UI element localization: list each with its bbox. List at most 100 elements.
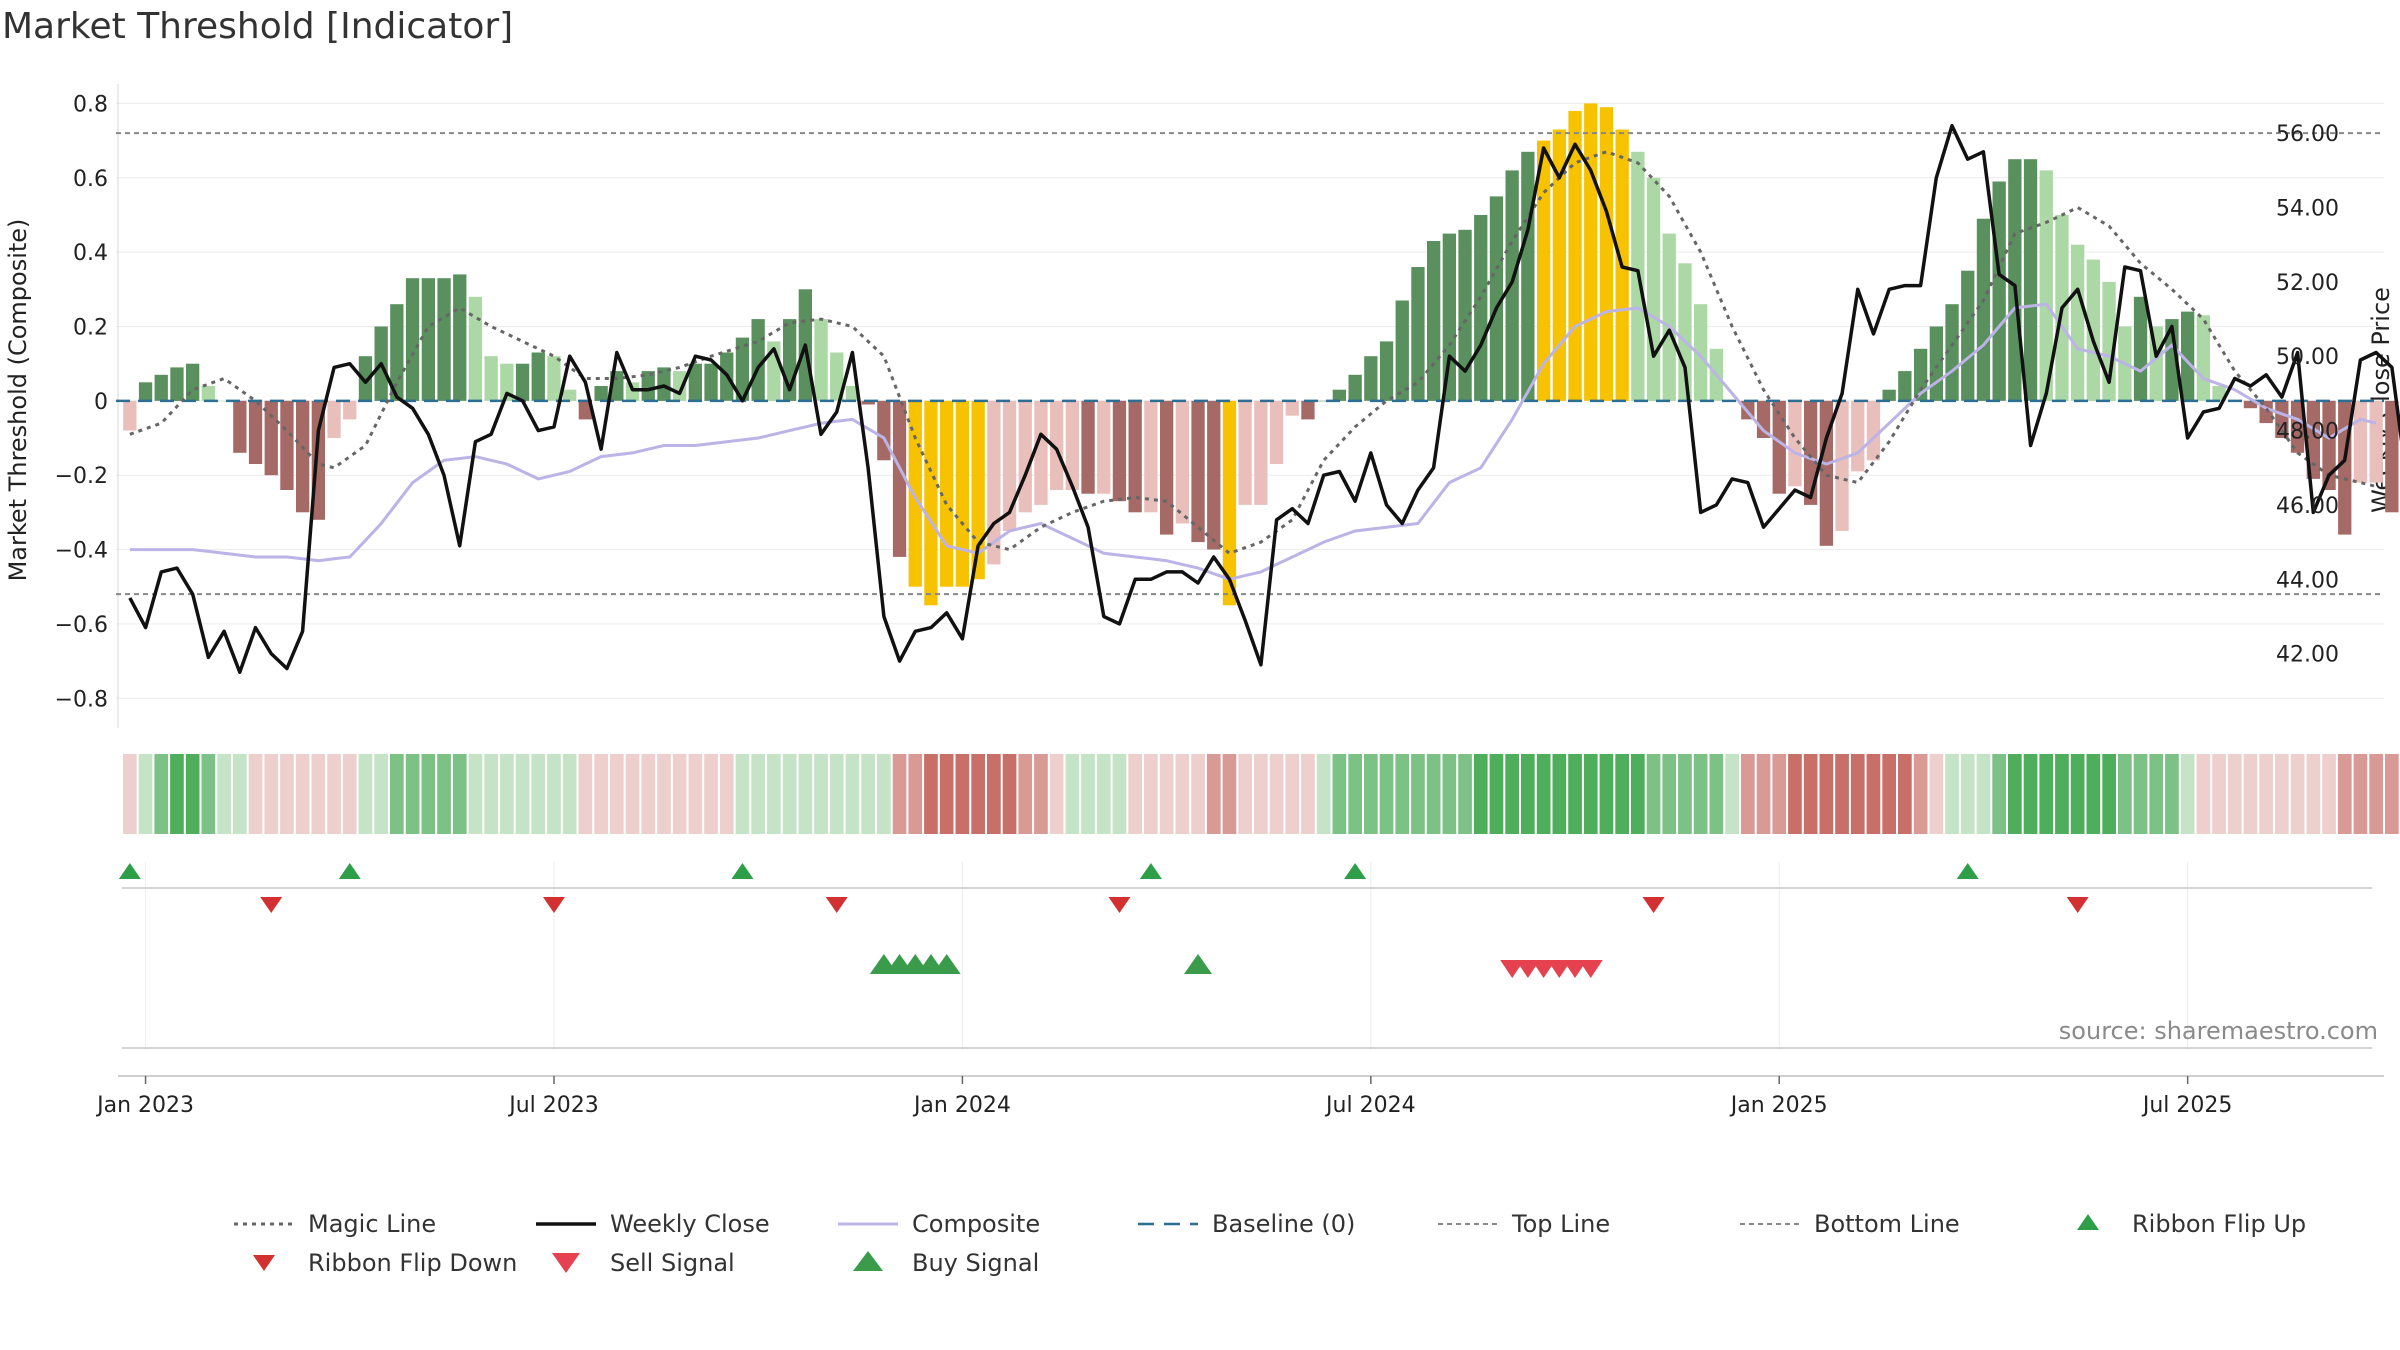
composite-bar: [421, 278, 435, 401]
y-tick-label-left: 0: [94, 390, 108, 415]
sell-signal-marker: [1531, 960, 1556, 978]
ribbon-cell: [829, 754, 844, 834]
ribbon-panel: [123, 754, 2399, 834]
ribbon-cell: [1583, 754, 1598, 834]
ribbon-cell: [154, 754, 169, 834]
y-axis-label-left: Market Threshold (Composite): [4, 219, 32, 582]
ribbon-cell: [1536, 754, 1551, 834]
composite-bar: [1301, 400, 1315, 420]
ribbon-cell: [1693, 754, 1708, 834]
composite-bar: [1976, 218, 1991, 401]
ribbon-cell: [311, 754, 326, 834]
composite-bar: [1835, 400, 1849, 531]
composite-bar: [1238, 400, 1252, 505]
ribbon-cell: [641, 754, 656, 834]
y-tick-label-right: 52.00: [2276, 271, 2339, 296]
legend-swatch: [2077, 1214, 2099, 1230]
ribbon-cell: [342, 754, 357, 834]
sell-signal-marker: [1515, 960, 1540, 978]
ribbon-cell: [2086, 754, 2101, 834]
ribbon-cell: [1285, 754, 1300, 834]
ribbon-cell: [295, 754, 310, 834]
ribbon-cell: [1442, 754, 1457, 834]
ribbon-cell: [1992, 754, 2006, 834]
composite-bar: [1489, 196, 1504, 401]
ribbon-cell: [2385, 754, 2399, 834]
ribbon-cell: [1191, 754, 1205, 834]
ribbon-cell: [1269, 754, 1284, 834]
composite-bar: [1772, 400, 1786, 494]
composite-bar: [1348, 374, 1362, 401]
composite-bar: [1505, 170, 1519, 401]
composite-bar: [1521, 151, 1535, 401]
x-tick-label: Jan 2023: [95, 1093, 194, 1118]
composite-bar: [1034, 400, 1048, 505]
composite-bar: [201, 386, 215, 401]
ribbon-cell: [2227, 754, 2242, 834]
ribbon-cell: [2243, 754, 2258, 834]
composite-bar: [405, 278, 420, 401]
ribbon-cell: [358, 754, 373, 834]
y-tick-label-right: 46.00: [2276, 494, 2339, 519]
y-tick-label-left: −0.2: [55, 464, 108, 489]
composite-bar: [1002, 400, 1017, 531]
composite-bar: [1474, 215, 1488, 401]
y-tick-label-right: 56.00: [2276, 122, 2339, 147]
ribbon-cell: [845, 754, 860, 834]
ribbon-flip-down-marker: [260, 897, 283, 913]
ribbon-cell: [1426, 754, 1441, 834]
legend-label: Ribbon Flip Down: [308, 1249, 517, 1277]
ribbon-cell: [688, 754, 703, 834]
source-label: source: sharemaestro.com: [2059, 1017, 2378, 1045]
y-tick-label-right: 48.00: [2276, 420, 2339, 445]
legend-label: Magic Line: [308, 1210, 436, 1238]
ribbon-cell: [1348, 754, 1362, 834]
ribbon-cell: [185, 754, 200, 834]
legend-label: Top Line: [1511, 1210, 1610, 1238]
ribbon-flip-down-marker: [542, 897, 565, 913]
legend-label: Ribbon Flip Up: [2132, 1210, 2306, 1238]
ribbon-cell: [939, 754, 954, 834]
ribbon-cell: [1206, 754, 1221, 834]
ribbon-cell: [1473, 754, 1488, 834]
ribbon-cell: [390, 754, 404, 834]
ribbon-cell: [484, 754, 498, 834]
y-tick-label-right: 44.00: [2276, 568, 2339, 593]
legend-item-baseline: Baseline (0): [1138, 1210, 1355, 1238]
legend-label: Baseline (0): [1212, 1210, 1355, 1238]
composite-bar: [861, 400, 875, 405]
composite-bar: [1207, 400, 1221, 550]
ribbon-cell: [2070, 754, 2085, 834]
composite-bar: [1332, 389, 1346, 401]
lines-layer: [116, 123, 2400, 674]
ribbon-cell: [1175, 754, 1190, 834]
composite-bar: [641, 371, 655, 401]
composite-bar: [1065, 400, 1079, 490]
x-tick-label: Jan 2024: [912, 1093, 1011, 1118]
x-axis: Jan 2023 Jul 2023 Jan 2024 Jul 2024 Jan 2025…: [95, 1075, 2384, 1118]
composite-bar: [1914, 348, 1928, 401]
legend-swatch: [853, 1251, 883, 1271]
legend-item-flipup: Ribbon Flip Up: [2077, 1210, 2306, 1238]
sell-signal-marker: [1547, 960, 1572, 978]
ribbon-cell: [672, 754, 687, 834]
composite-bar: [2071, 244, 2085, 401]
y-tick-label-left: 0.6: [73, 167, 108, 192]
ribbon-cell: [908, 754, 923, 834]
buy-signal-marker: [1184, 954, 1213, 974]
composite-bar: [1458, 229, 1472, 401]
composite-bar: [2023, 159, 2038, 401]
ribbon-cell: [657, 754, 671, 834]
ribbon-cell: [1898, 754, 1912, 834]
composite-bar: [1081, 400, 1095, 494]
composite-bar: [2353, 400, 2368, 483]
signal-markers: [118, 862, 2372, 1050]
composite-bar: [971, 400, 985, 580]
ribbon-cell: [1646, 754, 1661, 834]
ribbon-cell: [1489, 754, 1504, 834]
composite-bar: [547, 356, 561, 401]
composite-bar: [704, 363, 718, 401]
ribbon-cell: [1238, 754, 1252, 834]
composite-bar: [2196, 315, 2210, 401]
